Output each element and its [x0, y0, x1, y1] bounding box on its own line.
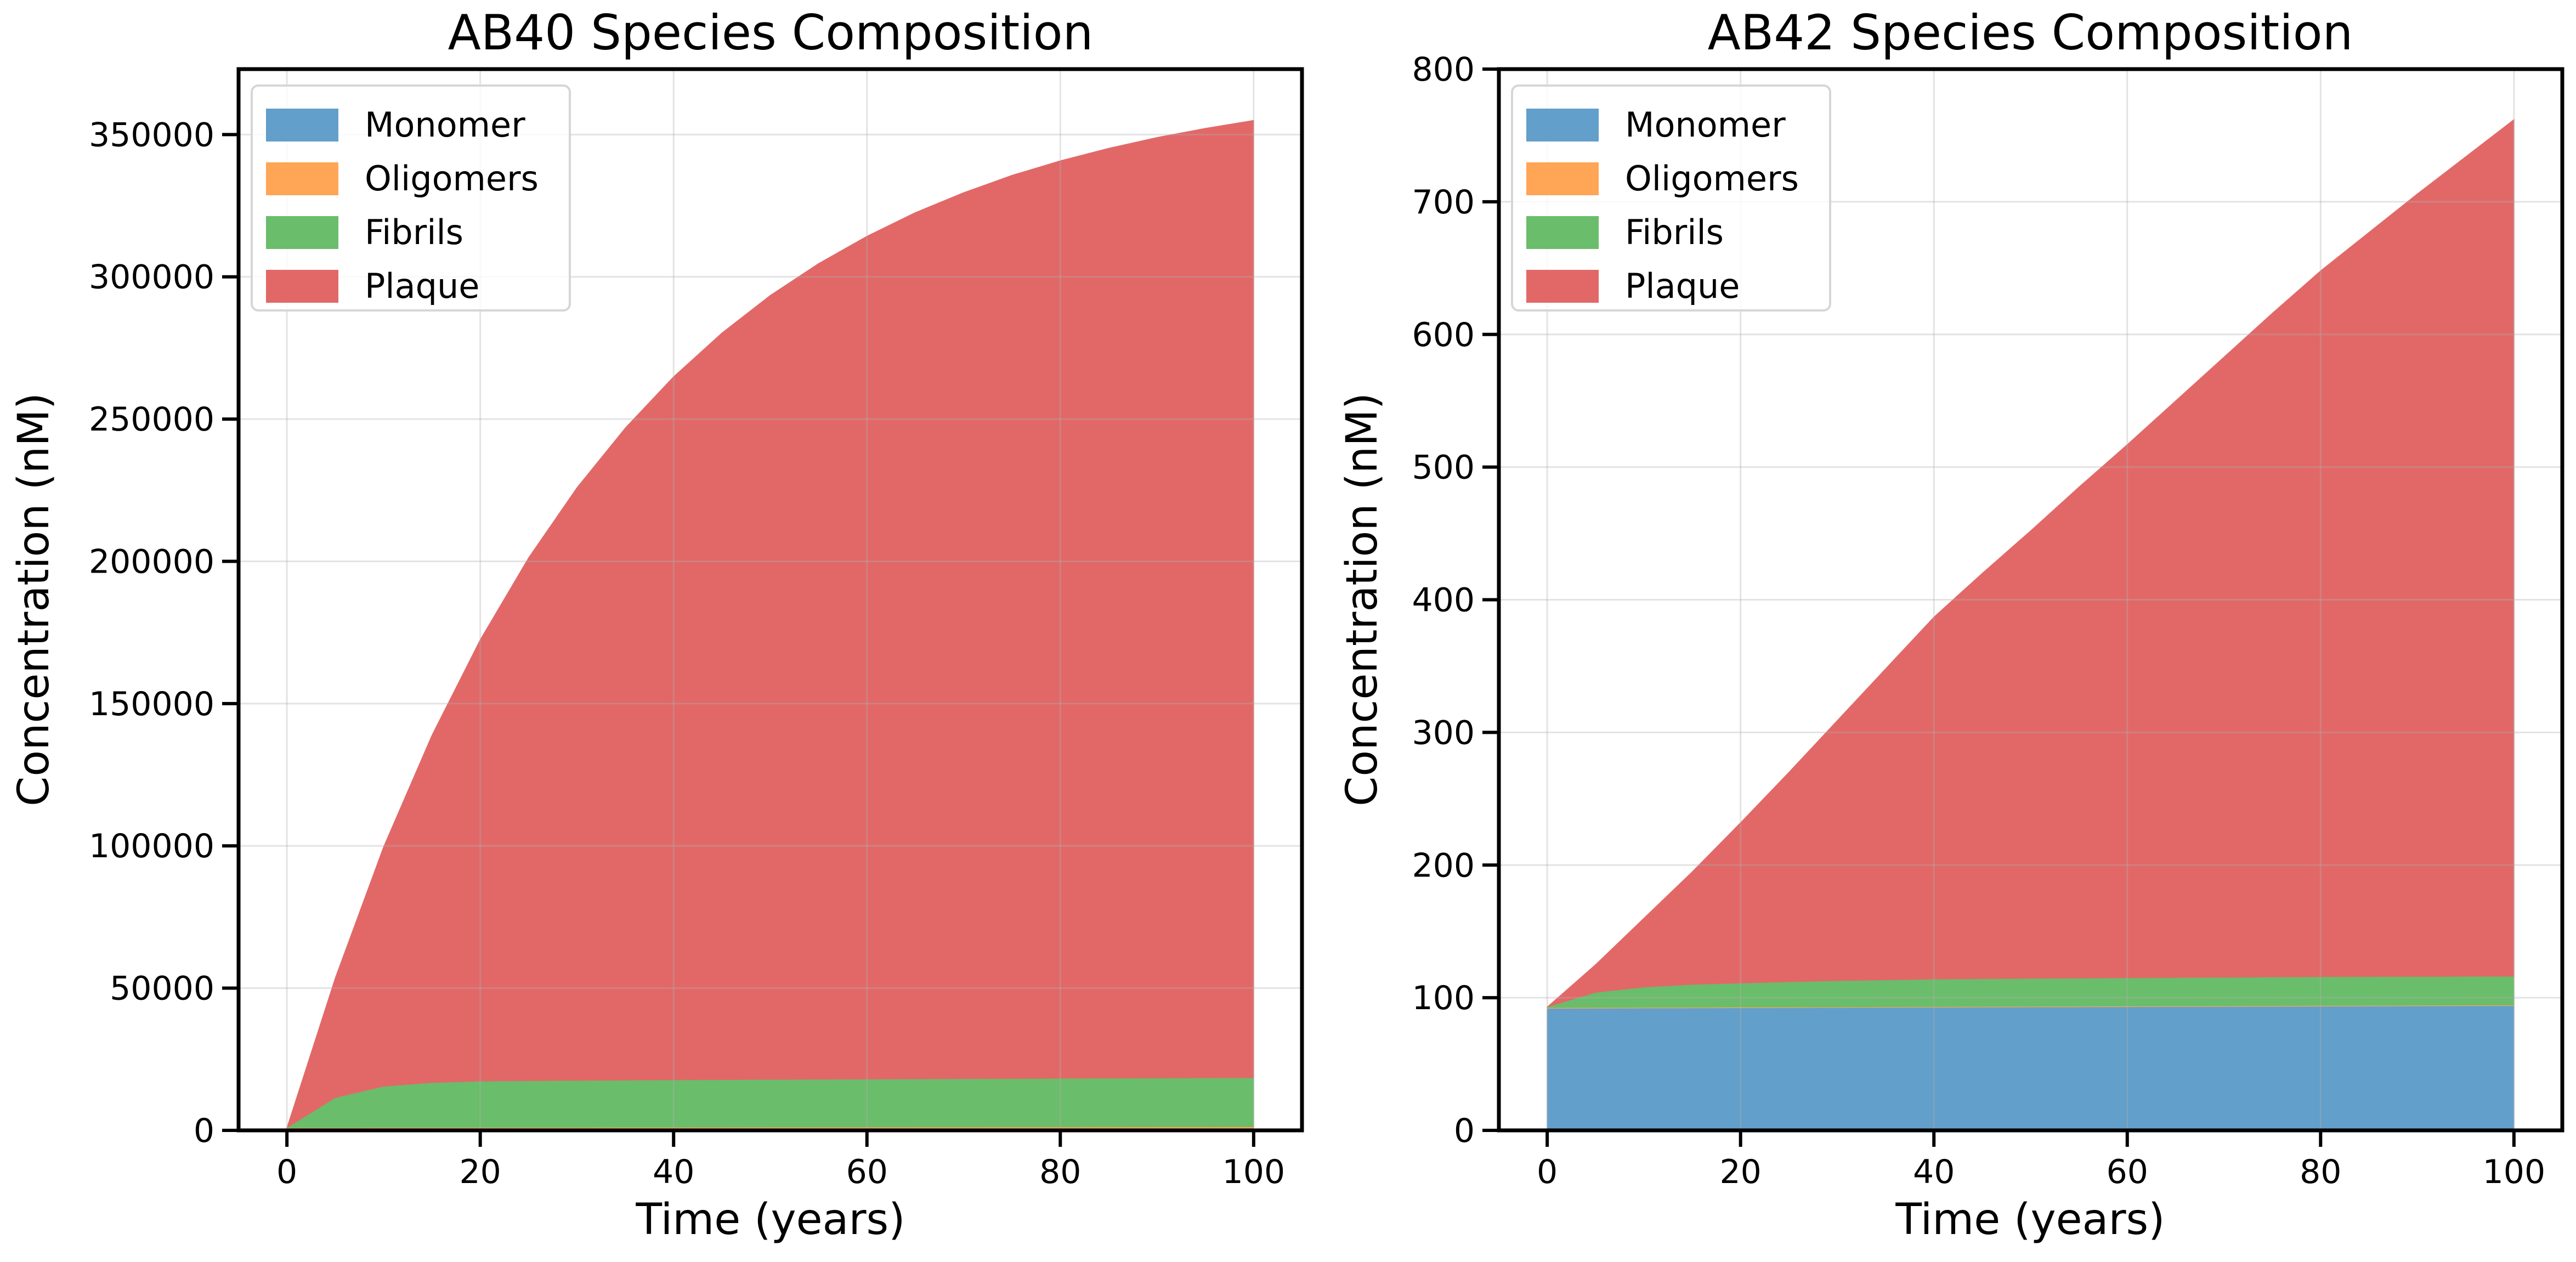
- legend-frame: [251, 84, 571, 312]
- legend-swatch-fibrils: [266, 216, 338, 249]
- y-tick-label: 250000: [89, 400, 214, 439]
- y-axis-label: Concentration (nM): [9, 393, 59, 806]
- legend-label: Fibrils: [1625, 212, 1724, 252]
- y-tick-label: 200: [1412, 846, 1475, 885]
- legend: Monomer Oligomers Fibrils Plaque: [251, 84, 571, 312]
- legend-swatch-fibrils: [1526, 216, 1599, 249]
- y-tick-label: 150000: [89, 685, 214, 723]
- legend-swatch-oligomers: [266, 162, 338, 195]
- x-tick-label: 0: [1537, 1153, 1558, 1191]
- legend-swatch-oligomers: [1526, 162, 1599, 195]
- y-tick-label: 800: [1412, 50, 1475, 89]
- area-monomer: [1547, 1005, 2515, 1131]
- y-tick-label: 600: [1412, 316, 1475, 354]
- area-plaque: [1547, 118, 2515, 1008]
- x-tick-label: 20: [1720, 1153, 1762, 1191]
- y-tick-label: 300: [1412, 714, 1475, 752]
- legend-label: Monomer: [1625, 105, 1786, 145]
- x-tick-label: 40: [653, 1153, 694, 1191]
- legend-swatch-monomer: [266, 109, 338, 142]
- legend-label: Oligomers: [365, 159, 539, 199]
- y-tick-label: 50000: [110, 970, 214, 1008]
- legend-label: Monomer: [365, 105, 525, 145]
- area-fibrils: [286, 1077, 1254, 1128]
- y-tick-label: 0: [1454, 1112, 1475, 1150]
- x-tick-label: 0: [276, 1153, 297, 1191]
- axes-frame: [236, 67, 1304, 1133]
- y-tick-label: 200000: [89, 542, 214, 581]
- ab40-chart: AB40 Species Composition Time (years) Co…: [9, 4, 1304, 1244]
- legend-label: Plaque: [1625, 266, 1740, 306]
- area-plaque: [286, 120, 1254, 1129]
- x-axis-label: Time (years): [1895, 1195, 2165, 1244]
- x-axis-label: Time (years): [635, 1195, 905, 1244]
- legend-swatch-monomer: [1526, 109, 1599, 142]
- legend-label: Oligomers: [1625, 159, 1799, 199]
- legend-label: Plaque: [365, 266, 479, 306]
- legend-swatch-plaque: [266, 270, 338, 303]
- y-tick-label: 350000: [89, 116, 214, 154]
- x-tick-label: 100: [2483, 1153, 2546, 1191]
- x-tick-label: 20: [460, 1153, 501, 1191]
- y-tick-label: 400: [1412, 581, 1475, 620]
- y-tick-label: 0: [194, 1112, 214, 1150]
- x-tick-label: 60: [2107, 1153, 2148, 1191]
- x-tick-label: 40: [1913, 1153, 1955, 1191]
- y-tick-label: 700: [1412, 183, 1475, 222]
- y-axis-label: Concentration (nM): [1338, 393, 1387, 806]
- legend-label: Fibrils: [365, 212, 463, 252]
- legend: Monomer Oligomers Fibrils Plaque: [1511, 84, 1831, 312]
- chart-title: AB40 Species Composition: [448, 4, 1094, 61]
- x-tick-label: 80: [2300, 1153, 2341, 1191]
- x-tick-label: 60: [846, 1153, 888, 1191]
- y-tick-label: 100000: [89, 827, 214, 865]
- y-tick-label: 500: [1412, 449, 1475, 487]
- legend-frame: [1511, 84, 1831, 312]
- x-tick-label: 100: [1222, 1153, 1286, 1191]
- x-tick-label: 80: [1039, 1153, 1081, 1191]
- y-tick-label: 100: [1412, 979, 1475, 1017]
- legend-swatch-plaque: [1526, 270, 1599, 303]
- ab42-chart: AB42 Species Composition Time (years) Co…: [1338, 4, 2564, 1244]
- y-tick-label: 300000: [89, 258, 214, 297]
- chart-title: AB42 Species Composition: [1708, 4, 2353, 61]
